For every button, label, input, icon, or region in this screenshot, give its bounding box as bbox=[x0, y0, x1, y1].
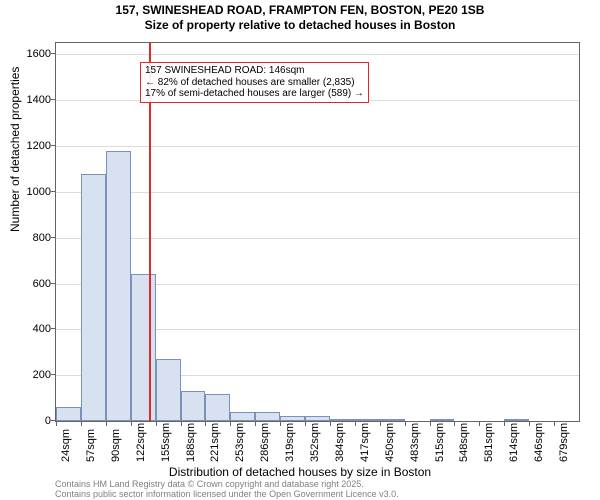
ytick-mark bbox=[51, 328, 55, 329]
xtick-mark bbox=[479, 422, 480, 426]
xtick-label: 188sqm bbox=[185, 423, 197, 462]
histogram-bar bbox=[181, 391, 206, 421]
histogram-bar bbox=[255, 412, 280, 421]
xtick-mark bbox=[305, 422, 306, 426]
ytick-mark bbox=[51, 191, 55, 192]
xtick-label: 450sqm bbox=[384, 423, 396, 462]
xtick-mark bbox=[106, 422, 107, 426]
xtick-mark bbox=[355, 422, 356, 426]
histogram-bar bbox=[280, 416, 305, 421]
x-axis-label: Distribution of detached houses by size … bbox=[0, 465, 600, 479]
ytick-label: 200 bbox=[11, 369, 51, 381]
xtick-label: 90sqm bbox=[110, 429, 122, 462]
histogram-bar bbox=[330, 419, 355, 421]
xtick-label: 384sqm bbox=[334, 423, 346, 462]
xtick-label: 319sqm bbox=[284, 423, 296, 462]
ytick-label: 1600 bbox=[11, 48, 51, 60]
histogram-bar bbox=[106, 151, 131, 421]
ytick-label: 800 bbox=[11, 232, 51, 244]
xtick-mark bbox=[430, 422, 431, 426]
ytick-label: 1400 bbox=[11, 94, 51, 106]
histogram-bar bbox=[355, 419, 380, 421]
annotation-line3: 17% of semi-detached houses are larger (… bbox=[145, 88, 364, 100]
annotation-line1: 157 SWINESHEAD ROAD: 146sqm bbox=[145, 65, 364, 77]
xtick-label: 352sqm bbox=[309, 423, 321, 462]
gridline bbox=[56, 238, 579, 239]
attribution: Contains HM Land Registry data © Crown c… bbox=[55, 480, 399, 500]
histogram-bar bbox=[230, 412, 255, 421]
histogram-bar bbox=[156, 359, 181, 421]
xtick-mark bbox=[405, 422, 406, 426]
ytick-mark bbox=[51, 237, 55, 238]
xtick-label: 483sqm bbox=[409, 423, 421, 462]
annotation-line2: ← 82% of detached houses are smaller (2,… bbox=[145, 77, 364, 89]
xtick-mark bbox=[454, 422, 455, 426]
histogram-bar bbox=[205, 394, 230, 421]
title-line1: 157, SWINESHEAD ROAD, FRAMPTON FEN, BOST… bbox=[116, 3, 485, 17]
xtick-mark bbox=[529, 422, 530, 426]
chart-title: 157, SWINESHEAD ROAD, FRAMPTON FEN, BOST… bbox=[0, 3, 600, 33]
xtick-mark bbox=[504, 422, 505, 426]
ytick-label: 600 bbox=[11, 278, 51, 290]
xtick-mark bbox=[205, 422, 206, 426]
histogram-bar bbox=[305, 416, 330, 421]
xtick-label: 515sqm bbox=[434, 423, 446, 462]
attribution-line1: Contains HM Land Registry data © Crown c… bbox=[55, 479, 364, 489]
xtick-label: 253sqm bbox=[234, 423, 246, 462]
ytick-mark bbox=[51, 99, 55, 100]
xtick-mark bbox=[156, 422, 157, 426]
attribution-line2: Contains public sector information licen… bbox=[55, 489, 399, 499]
xtick-mark bbox=[554, 422, 555, 426]
xtick-mark bbox=[255, 422, 256, 426]
annotation-box: 157 SWINESHEAD ROAD: 146sqm ← 82% of det… bbox=[140, 62, 369, 103]
xtick-label: 122sqm bbox=[135, 423, 147, 462]
ytick-label: 0 bbox=[11, 415, 51, 427]
ytick-mark bbox=[51, 53, 55, 54]
ytick-mark bbox=[51, 420, 55, 421]
xtick-label: 548sqm bbox=[458, 423, 470, 462]
xtick-label: 57sqm bbox=[85, 429, 97, 462]
histogram-bar bbox=[56, 407, 81, 421]
xtick-mark bbox=[280, 422, 281, 426]
title-line2: Size of property relative to detached ho… bbox=[145, 18, 456, 32]
gridline bbox=[56, 54, 579, 55]
xtick-mark bbox=[330, 422, 331, 426]
xtick-label: 286sqm bbox=[259, 423, 271, 462]
ytick-mark bbox=[51, 374, 55, 375]
histogram-bar bbox=[430, 419, 455, 421]
ytick-label: 400 bbox=[11, 323, 51, 335]
xtick-label: 24sqm bbox=[60, 429, 72, 462]
histogram-bar bbox=[131, 274, 156, 421]
histogram-bar bbox=[504, 419, 529, 421]
xtick-label: 581sqm bbox=[483, 423, 495, 462]
xtick-mark bbox=[81, 422, 82, 426]
gridline bbox=[56, 192, 579, 193]
ytick-label: 1200 bbox=[11, 140, 51, 152]
histogram-bar bbox=[81, 174, 106, 421]
xtick-label: 679sqm bbox=[558, 423, 570, 462]
histogram-bar bbox=[380, 419, 405, 421]
xtick-mark bbox=[131, 422, 132, 426]
xtick-label: 417sqm bbox=[359, 423, 371, 462]
xtick-label: 221sqm bbox=[209, 423, 221, 462]
ytick-mark bbox=[51, 145, 55, 146]
xtick-mark bbox=[56, 422, 57, 426]
xtick-mark bbox=[181, 422, 182, 426]
xtick-label: 614sqm bbox=[508, 423, 520, 462]
ytick-mark bbox=[51, 283, 55, 284]
xtick-mark bbox=[230, 422, 231, 426]
ytick-label: 1000 bbox=[11, 186, 51, 198]
gridline bbox=[56, 146, 579, 147]
xtick-label: 646sqm bbox=[533, 423, 545, 462]
xtick-label: 155sqm bbox=[160, 423, 172, 462]
xtick-mark bbox=[380, 422, 381, 426]
